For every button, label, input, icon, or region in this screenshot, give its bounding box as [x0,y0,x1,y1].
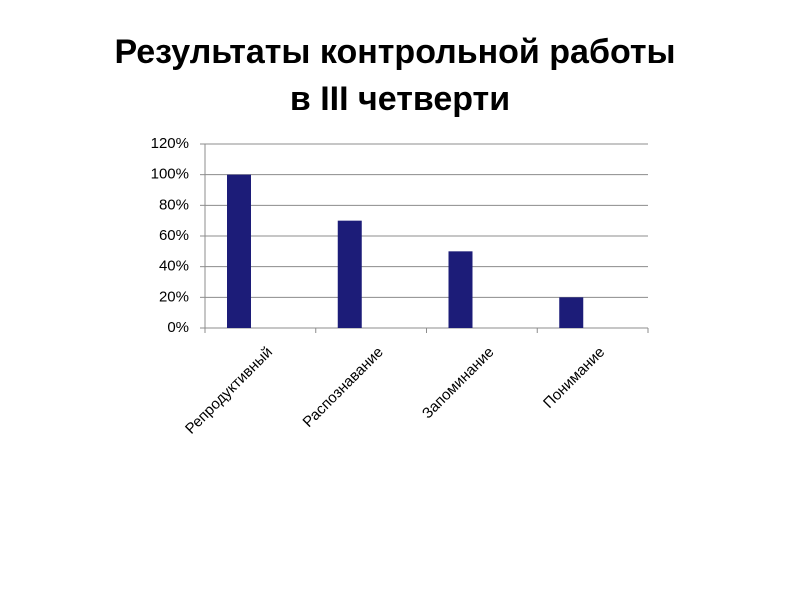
x-tick-label: Запоминание [419,344,498,423]
y-tick-label: 60% [159,227,189,244]
bar [337,220,362,328]
bar [559,297,584,328]
y-tick-label: 80% [159,196,189,213]
y-tick-label: 0% [167,319,189,336]
bar [448,251,473,328]
y-tick-label: 20% [159,288,189,305]
x-tick-label: Распознавание [300,344,387,431]
x-tick-label: Репродуктивный [182,344,276,438]
bar [227,174,251,328]
x-tick-label: Понимание [540,344,608,412]
y-tick-label: 100% [151,166,189,183]
chart-title: Результаты контрольной работы [114,33,675,71]
chart-title: в III четверти [290,80,510,118]
y-tick-label: 120% [151,135,189,152]
y-tick-label: 40% [159,258,189,275]
